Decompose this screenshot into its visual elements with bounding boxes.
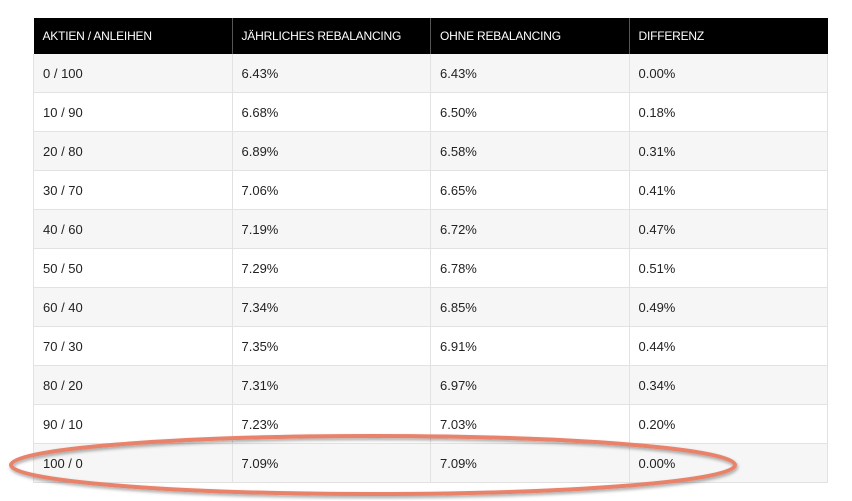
table-cell: 0 / 100: [33, 54, 233, 93]
table-cell: 80 / 20: [33, 365, 233, 405]
table-cell: 7.23%: [232, 404, 431, 444]
table-cell: 0.47%: [629, 209, 828, 249]
table-cell: 30 / 70: [33, 170, 233, 210]
table-row: 40 / 60 7.19% 6.72% 0.47%: [33, 209, 828, 249]
table-cell: 6.43%: [232, 54, 431, 93]
table-cell: 0.44%: [629, 326, 828, 366]
table-row: 90 / 10 7.23% 7.03% 0.20%: [33, 404, 828, 444]
table-cell: 7.19%: [232, 209, 431, 249]
table-cell: 7.03%: [430, 404, 630, 444]
table-cell: 7.34%: [232, 287, 431, 327]
column-header: DIFFERENZ: [629, 18, 828, 54]
table-row: 80 / 20 7.31% 6.97% 0.34%: [33, 365, 828, 405]
table-row: 0 / 100 6.43% 6.43% 0.00%: [33, 54, 828, 93]
table-cell: 0.00%: [629, 443, 828, 483]
table-cell: 6.89%: [232, 131, 431, 171]
column-header: AKTIEN / ANLEIHEN: [33, 18, 233, 54]
table-row: 50 / 50 7.29% 6.78% 0.51%: [33, 248, 828, 288]
table-cell: 40 / 60: [33, 209, 233, 249]
table-row: 20 / 80 6.89% 6.58% 0.31%: [33, 131, 828, 171]
table-row: 60 / 40 7.34% 6.85% 0.49%: [33, 287, 828, 327]
table-cell: 0.20%: [629, 404, 828, 444]
table-cell: 6.91%: [430, 326, 630, 366]
table-cell: 20 / 80: [33, 131, 233, 171]
rebalancing-table: AKTIEN / ANLEIHEN JÄHRLICHES REBALANCING O…: [33, 18, 828, 483]
table-cell: 50 / 50: [33, 248, 233, 288]
table-cell: 6.65%: [430, 170, 630, 210]
table-cell: 6.43%: [430, 54, 630, 93]
table-cell: 70 / 30: [33, 326, 233, 366]
table-row: 70 / 30 7.35% 6.91% 0.44%: [33, 326, 828, 366]
table-cell: 0.49%: [629, 287, 828, 327]
table-cell: 90 / 10: [33, 404, 233, 444]
table-cell: 6.58%: [430, 131, 630, 171]
table-cell: 0.00%: [629, 54, 828, 93]
table-cell: 6.72%: [430, 209, 630, 249]
table-cell: 0.51%: [629, 248, 828, 288]
table-cell: 7.31%: [232, 365, 431, 405]
table-cell: 7.29%: [232, 248, 431, 288]
table-cell: 100 / 0: [33, 443, 233, 483]
table-cell: 60 / 40: [33, 287, 233, 327]
column-header: OHNE REBALANCING: [430, 18, 630, 54]
table-cell: 10 / 90: [33, 92, 233, 132]
column-header: JÄHRLICHES REBALANCING: [232, 18, 431, 54]
table-cell: 0.18%: [629, 92, 828, 132]
table-cell: 6.78%: [430, 248, 630, 288]
table-cell: 0.31%: [629, 131, 828, 171]
table-cell: 6.50%: [430, 92, 630, 132]
table-cell: 7.06%: [232, 170, 431, 210]
table-row: 30 / 70 7.06% 6.65% 0.41%: [33, 170, 828, 210]
table-cell: 7.09%: [232, 443, 431, 483]
table-row: 100 / 0 7.09% 7.09% 0.00%: [33, 443, 828, 483]
table-cell: 0.41%: [629, 170, 828, 210]
table-header-row: AKTIEN / ANLEIHEN JÄHRLICHES REBALANCING O…: [33, 18, 828, 54]
table-cell: 0.34%: [629, 365, 828, 405]
table-cell: 7.35%: [232, 326, 431, 366]
table-row: 10 / 90 6.68% 6.50% 0.18%: [33, 92, 828, 132]
table-cell: 6.85%: [430, 287, 630, 327]
table-cell: 6.68%: [232, 92, 431, 132]
table-cell: 6.97%: [430, 365, 630, 405]
table-cell: 7.09%: [430, 443, 630, 483]
